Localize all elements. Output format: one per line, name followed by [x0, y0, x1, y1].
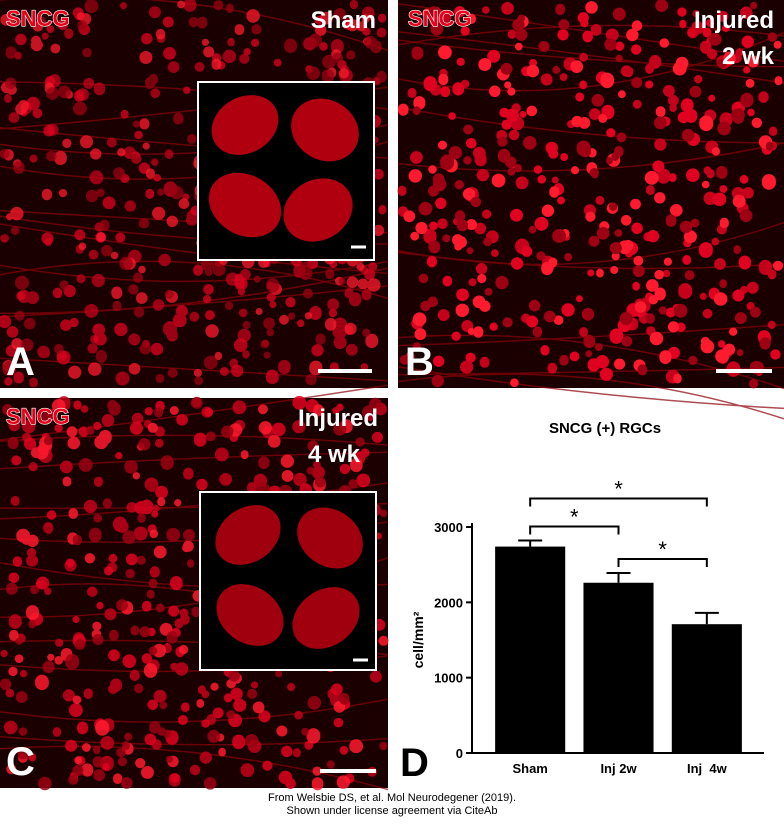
retina-flatmount: [215, 505, 363, 649]
significance-bracket: [617, 557, 708, 567]
panel-letter: D: [400, 741, 429, 785]
y-tick-label: 1000: [434, 671, 463, 686]
condition-label: Injured: [694, 7, 774, 34]
axon-fibers: [0, 384, 389, 791]
overlays: SNCG Sham A SNCG Injured 2 wk B SNCG Inj…: [5, 5, 775, 784]
cells: [0, 0, 387, 388]
bar: [495, 546, 566, 753]
error-bar: [518, 539, 543, 547]
y-axis-label: cell/mm²: [410, 611, 426, 668]
cells: [397, 2, 778, 384]
stain-label: SNCG: [6, 404, 70, 429]
error-bar: [606, 571, 631, 583]
cells: [0, 0, 385, 379]
panel-letter: C: [6, 740, 35, 784]
bar-chart: SNCG (+) RGCs cell/mm² D 0 1000 2000 3000 Sh…: [400, 420, 764, 785]
significance-label: *: [658, 537, 667, 562]
credit: Shown under license agreement via CiteAb: [287, 805, 498, 817]
chart-title: SNCG (+) RGCs: [549, 420, 661, 437]
x-tick-label: Inj 2w: [600, 761, 637, 776]
y-tick-label: 2000: [434, 595, 463, 610]
significance-label: *: [614, 477, 623, 502]
lobe: [211, 95, 279, 155]
panel-letter: A: [6, 340, 35, 384]
lobe: [283, 178, 353, 242]
inset: [197, 81, 375, 261]
condition-label: 4 wk: [308, 441, 361, 468]
stain-label: SNCG: [6, 6, 70, 31]
lobe: [292, 587, 360, 649]
condition-label: Injured: [298, 405, 378, 432]
condition-label: Sham: [311, 7, 376, 34]
y-tick-label: 0: [456, 746, 463, 761]
significance-bracket: [529, 497, 708, 507]
significance-label: *: [570, 505, 579, 530]
x-tick-label: Sham: [512, 761, 547, 776]
lobe: [215, 505, 281, 565]
lobe: [291, 98, 359, 162]
cells: [406, 6, 781, 381]
bar: [671, 624, 742, 753]
condition-label: 2 wk: [722, 43, 775, 70]
cells: [399, 0, 778, 389]
cells: [6, 397, 389, 791]
significance-bracket: [529, 525, 620, 535]
y-tick-label: 3000: [434, 520, 463, 535]
lobe: [216, 584, 284, 646]
error-bar: [694, 611, 719, 625]
panel-letter: B: [405, 340, 434, 384]
stain-label: SNCG: [408, 6, 472, 31]
credit: From Welsbie DS, et al. Mol Neurodegener…: [268, 792, 516, 804]
retina-flatmount: [208, 95, 359, 242]
panel-b: [397, 0, 784, 420]
cells: [0, 396, 387, 787]
inset: [199, 491, 377, 671]
cells: [8, 395, 386, 789]
bar: [583, 582, 654, 753]
x-tick-label: Inj 4w: [687, 761, 728, 776]
lobe: [297, 507, 363, 569]
lobe: [208, 172, 282, 238]
cells: [397, 1, 784, 388]
